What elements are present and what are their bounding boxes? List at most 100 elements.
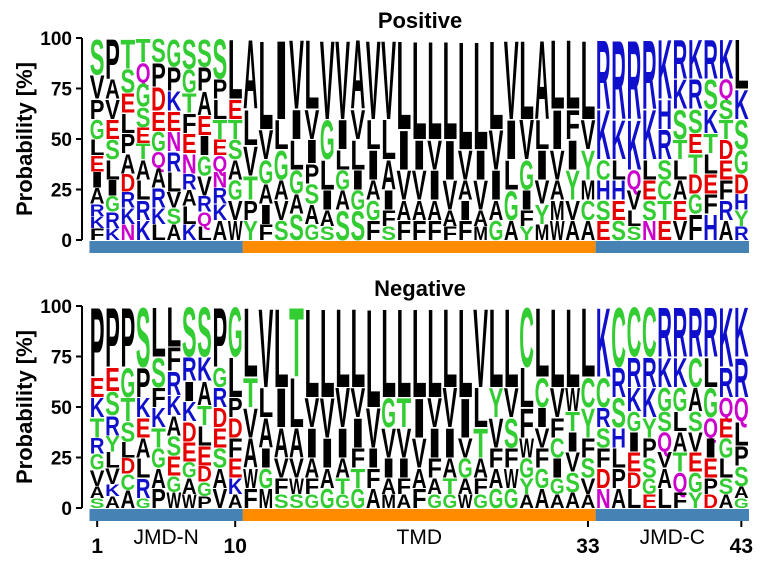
logo-letter: P [197,61,212,99]
logo-letter: F [719,174,734,206]
logo-letter: R [657,122,672,169]
logo-letter: Q [673,467,688,499]
logo-letter: A [443,206,458,231]
logo-letter: V [105,464,120,489]
logo-letter: L [565,21,580,131]
logo-letter: G [305,492,320,513]
logo-letter: A [197,375,212,412]
logo-letter: F [550,412,565,444]
logo-letter: E [182,129,197,160]
logo-letter: L [243,289,258,399]
logo-letter: L [734,415,749,453]
logo-letter: D [596,464,611,495]
logo-letter: E [627,447,642,478]
logo-letter: V [550,143,565,189]
logo-letter: R [212,184,227,209]
logo-letter: G [473,492,488,513]
logo-letter: I [305,134,320,171]
logo-letter: A [136,433,151,464]
logo-letter: W [504,462,519,494]
logo-letter: D [197,462,212,487]
logo-letter: A [335,186,350,217]
logo-letter: P [105,28,120,91]
logo-letter: G [335,165,350,197]
logo-letter: S [642,453,657,484]
logo-letter: A [305,454,320,485]
logo-letter: L [427,14,442,170]
logo-letter: G [381,389,396,437]
logo-letter: I [473,142,488,189]
logo-letter: W [550,214,565,246]
logo-letter: H [611,423,626,454]
y-tick-label: 50 [51,130,72,151]
logo-letter: A [243,431,258,478]
logo-letter: W [243,462,258,494]
logo-letter: R [596,403,611,434]
logo-letter: E [136,413,151,444]
logo-letter: L [120,437,135,462]
logo-letter: T [673,133,688,165]
logo-letter: Q [657,427,672,459]
logo-letter: A [259,180,274,211]
logo-letter: Q [703,413,718,445]
logo-letter: K [734,293,749,372]
logo-letter: K [611,109,626,171]
logo-letter: I [381,185,396,216]
logo-letter: L [504,153,519,200]
logo-letter: Q [151,148,166,173]
logo-letter: F [274,474,289,499]
logo-letter: K [642,95,657,174]
logo-letter: F [151,381,166,413]
logo-letter: A [351,21,366,130]
logo-letter: T [136,32,151,70]
logo-letter: L [581,289,596,399]
logo-letter: V [535,423,550,454]
region-bar [595,509,749,521]
logo-letter: L [519,19,534,143]
logo-letter: V [688,427,703,458]
logo-letter: T [397,390,412,437]
logo-letter: M [535,221,550,245]
logo-letter: K [673,72,688,119]
logo-letter: S [212,443,227,474]
logo-letter: F [581,432,596,464]
logo-letter: V [581,113,596,159]
logo-letter: Y [489,381,504,427]
logo-letter: Y [519,223,534,245]
logo-letter: S [120,63,135,101]
logo-letter: L [182,202,197,230]
logo-letter: V [443,173,458,219]
logo-letter: L [381,284,396,424]
logo-letter: F [243,482,258,514]
logo-letter: P [120,129,135,160]
logo-letter: V [259,287,274,412]
logo-letter: V [197,171,212,202]
logo-letter: F [673,488,688,513]
logo-letter: V [90,466,105,491]
logo-letter: V [320,19,335,144]
logo-letter: A [90,184,105,209]
logo-letters: SVPGLEIARKFPAVESLIGRKTSELPADRKNTQGSETALR… [90,11,749,250]
logo-letter: N [120,220,135,245]
logo-letter: G [182,62,197,100]
logo-letter: A [719,491,734,513]
logo-letter: S [197,294,212,372]
logo-letter: S [504,411,519,457]
logo-letter: M [550,195,565,226]
logo-letter: I [504,109,519,172]
logo-letter: L [166,166,181,198]
logo-letter: E [688,447,703,478]
logo-letter: V [489,119,504,182]
logo-letter: G [259,153,274,191]
logo-letter: A [657,464,672,495]
logo-letter: F [596,442,611,474]
logo-letter: I [90,167,105,192]
logo-letter: T [243,370,258,417]
logo-letter: V [320,387,335,450]
logo-letter: L [412,14,427,170]
logo-letter: H [703,208,718,249]
x-tick-label: 1 [91,535,103,558]
logo-letter: S [688,407,703,438]
logo-letter: V [673,216,688,247]
logo-letter: L [136,452,151,484]
